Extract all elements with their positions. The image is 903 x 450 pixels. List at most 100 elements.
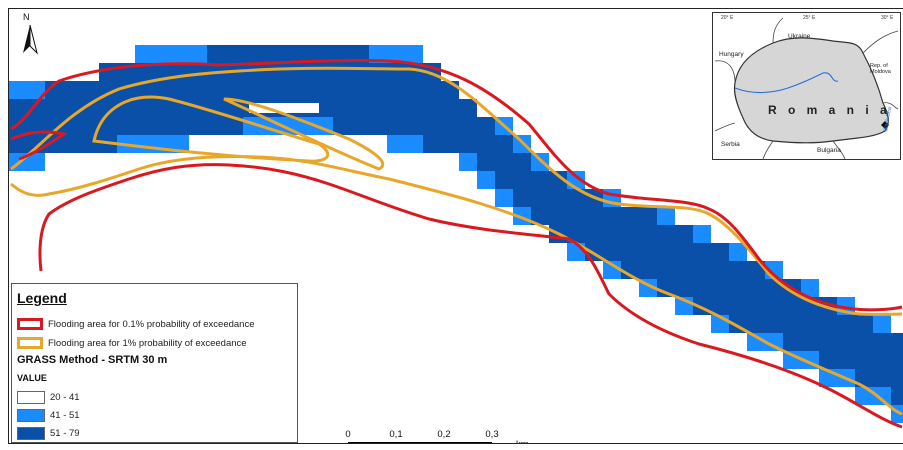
raster-cell	[225, 81, 243, 99]
raster-cell	[261, 81, 279, 99]
raster-cell	[27, 117, 45, 135]
raster-cell	[567, 225, 585, 243]
raster-cell	[729, 243, 747, 261]
raster-cell	[333, 117, 351, 135]
raster-cell	[405, 117, 423, 135]
raster-cell	[27, 81, 45, 99]
scale-segment	[396, 442, 444, 443]
raster-cell	[531, 189, 549, 207]
legend-method-title: GRASS Method - SRTM 30 m	[17, 354, 168, 366]
raster-cell	[711, 279, 729, 297]
inset-coord-east: 30° E	[881, 15, 894, 21]
raster-cell	[855, 315, 873, 333]
raster-cell	[837, 333, 855, 351]
legend-label-class-low: 20 - 41	[50, 391, 80, 403]
raster-cell	[387, 117, 405, 135]
raster-cell	[279, 63, 297, 81]
raster-cell	[513, 171, 531, 189]
raster-cell	[261, 45, 279, 63]
raster-cell	[531, 207, 549, 225]
raster-cell	[783, 315, 801, 333]
raster-cell	[639, 261, 657, 279]
north-label: N	[23, 12, 30, 22]
scale-unit: km	[516, 439, 529, 443]
raster-cell	[873, 315, 891, 333]
inset-coord-center: 25° E	[803, 15, 816, 21]
raster-cell	[441, 117, 459, 135]
inset-label-hungary: Hungary	[719, 51, 744, 58]
raster-cell	[135, 63, 153, 81]
north-arrow-icon	[23, 24, 38, 55]
raster-cell	[639, 243, 657, 261]
raster-cell	[657, 225, 675, 243]
raster-cell	[675, 279, 693, 297]
raster-cell	[387, 81, 405, 99]
raster-cell	[513, 153, 531, 171]
raster-cell	[693, 279, 711, 297]
raster-cell	[225, 99, 243, 117]
raster-cell	[585, 225, 603, 243]
inset-coord-west: 20° E	[721, 15, 734, 21]
raster-cell	[387, 45, 405, 63]
raster-cell	[621, 225, 639, 243]
legend-class-mid: 41 - 51	[17, 408, 80, 422]
raster-cell	[351, 45, 369, 63]
raster-cell	[621, 243, 639, 261]
raster-cell	[405, 45, 423, 63]
raster-cell	[711, 243, 729, 261]
raster-cell	[333, 81, 351, 99]
raster-cell	[801, 297, 819, 315]
raster-cell	[855, 387, 873, 405]
raster-cell	[225, 117, 243, 135]
raster-cell	[63, 81, 81, 99]
raster-cell	[387, 135, 405, 153]
raster-cell	[225, 45, 243, 63]
raster-cell	[765, 315, 783, 333]
raster-cell	[855, 333, 873, 351]
raster-cell	[729, 279, 747, 297]
raster-cell	[693, 225, 711, 243]
raster-cell	[783, 333, 801, 351]
legend-title: Legend	[17, 290, 67, 306]
raster-cell	[801, 279, 819, 297]
raster-cell	[567, 207, 585, 225]
raster-cell	[135, 81, 153, 99]
raster-cell	[495, 171, 513, 189]
raster-cell	[873, 351, 891, 369]
raster-cell	[27, 153, 45, 171]
scale-segment	[348, 442, 372, 443]
raster-cell	[639, 207, 657, 225]
raster-cell	[405, 81, 423, 99]
raster-cell	[675, 261, 693, 279]
legend-class-high: 51 - 79	[17, 426, 80, 440]
raster-cell	[9, 81, 27, 99]
raster-cell	[207, 45, 225, 63]
inset-label-romania: R o m a n i a	[768, 103, 891, 117]
raster-cell	[63, 99, 81, 117]
raster-cell	[873, 387, 891, 405]
raster-cell	[171, 117, 189, 135]
raster-cell	[387, 63, 405, 81]
raster-cell	[423, 135, 441, 153]
raster-cell	[693, 243, 711, 261]
raster-cell	[657, 207, 675, 225]
raster-cell	[693, 261, 711, 279]
raster-cell	[81, 99, 99, 117]
raster-cell	[387, 99, 405, 117]
raster-cell	[333, 63, 351, 81]
inset-label-ukraine: Ukraine	[788, 33, 811, 40]
flood-extent-1pct-outline	[10, 66, 903, 416]
inset-label-moldova: Rep. of Moldova	[870, 63, 891, 75]
raster-cell	[189, 81, 207, 99]
legend: Legend Flooding area for 0.1% probabilit…	[11, 283, 298, 443]
legend-label-class-mid: 41 - 51	[50, 409, 80, 421]
raster-cell	[63, 135, 81, 153]
neighbor-borders	[714, 17, 899, 159]
raster-cell	[81, 117, 99, 135]
raster-cell	[369, 117, 387, 135]
raster-cell	[855, 369, 873, 387]
raster-cell	[153, 81, 171, 99]
raster-cell	[459, 153, 477, 171]
raster-cell	[369, 45, 387, 63]
raster-cell	[369, 63, 387, 81]
